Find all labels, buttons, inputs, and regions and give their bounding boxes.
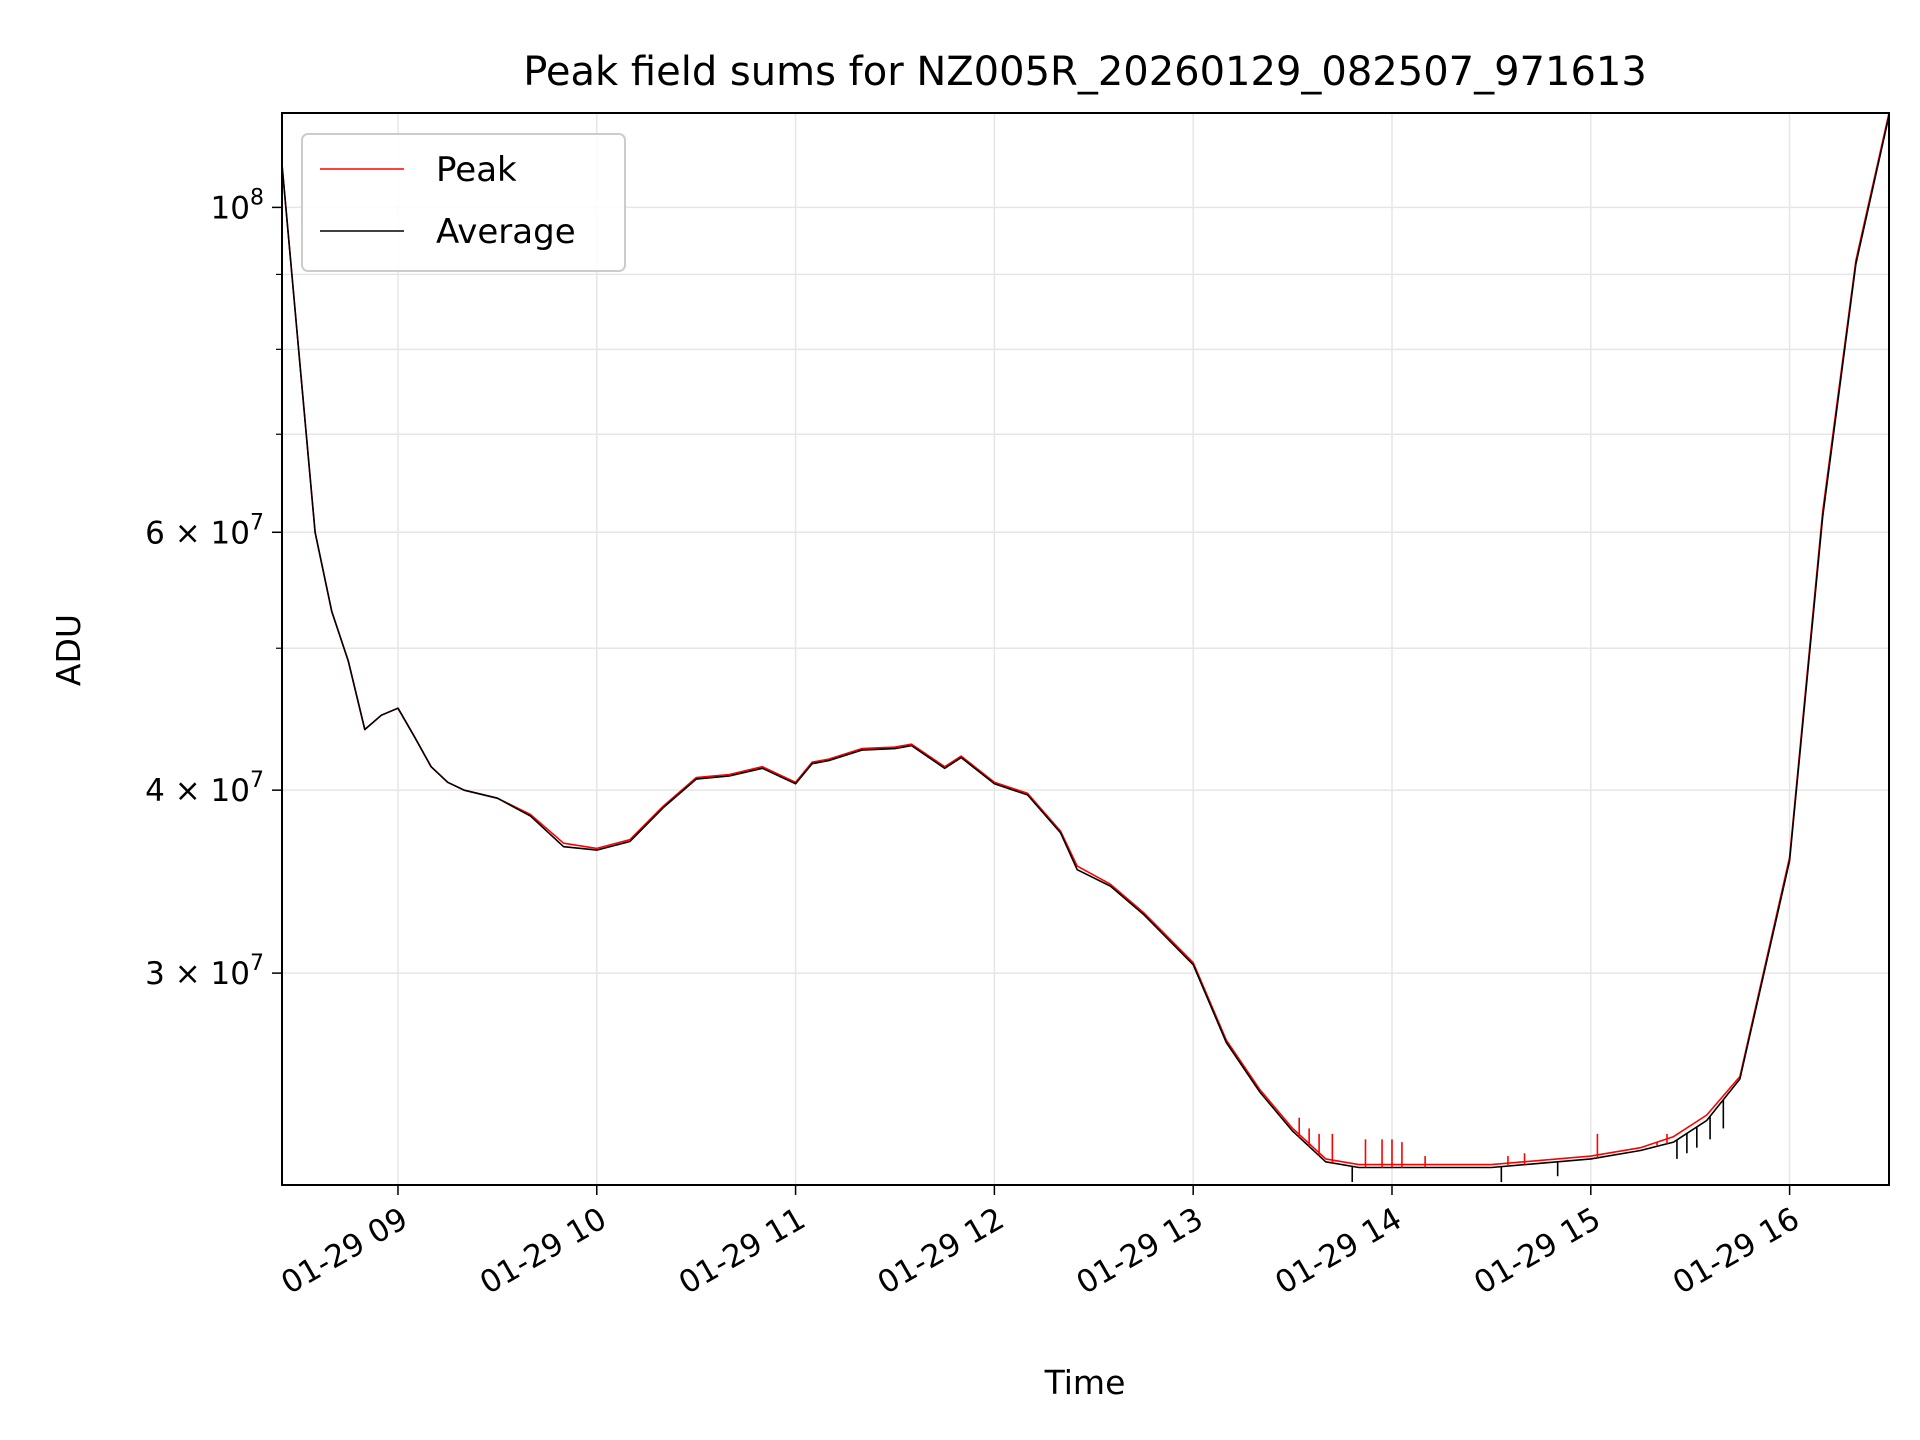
y-tick-label: 6 × 107: [145, 510, 264, 551]
x-axis-label: Time: [1044, 1363, 1126, 1402]
legend-label-peak: Peak: [436, 150, 517, 190]
y-axis: 108 6 × 107 4 × 107 3 × 107: [145, 185, 282, 992]
series-line-average: [281, 115, 1890, 1169]
plot-frame: [281, 112, 1890, 1186]
y-tick-label: 108: [211, 185, 264, 226]
y-tick-label: 3 × 107: [145, 951, 264, 992]
y-axis-label: ADU: [49, 614, 88, 686]
chart-title: Peak field sums for NZ005R_20260129_0825…: [523, 49, 1647, 95]
legend: Peak Average: [301, 133, 626, 272]
legend-label-average: Average: [436, 212, 576, 252]
y-tick-label: 4 × 107: [145, 768, 264, 809]
series-lines: [281, 112, 1890, 1183]
